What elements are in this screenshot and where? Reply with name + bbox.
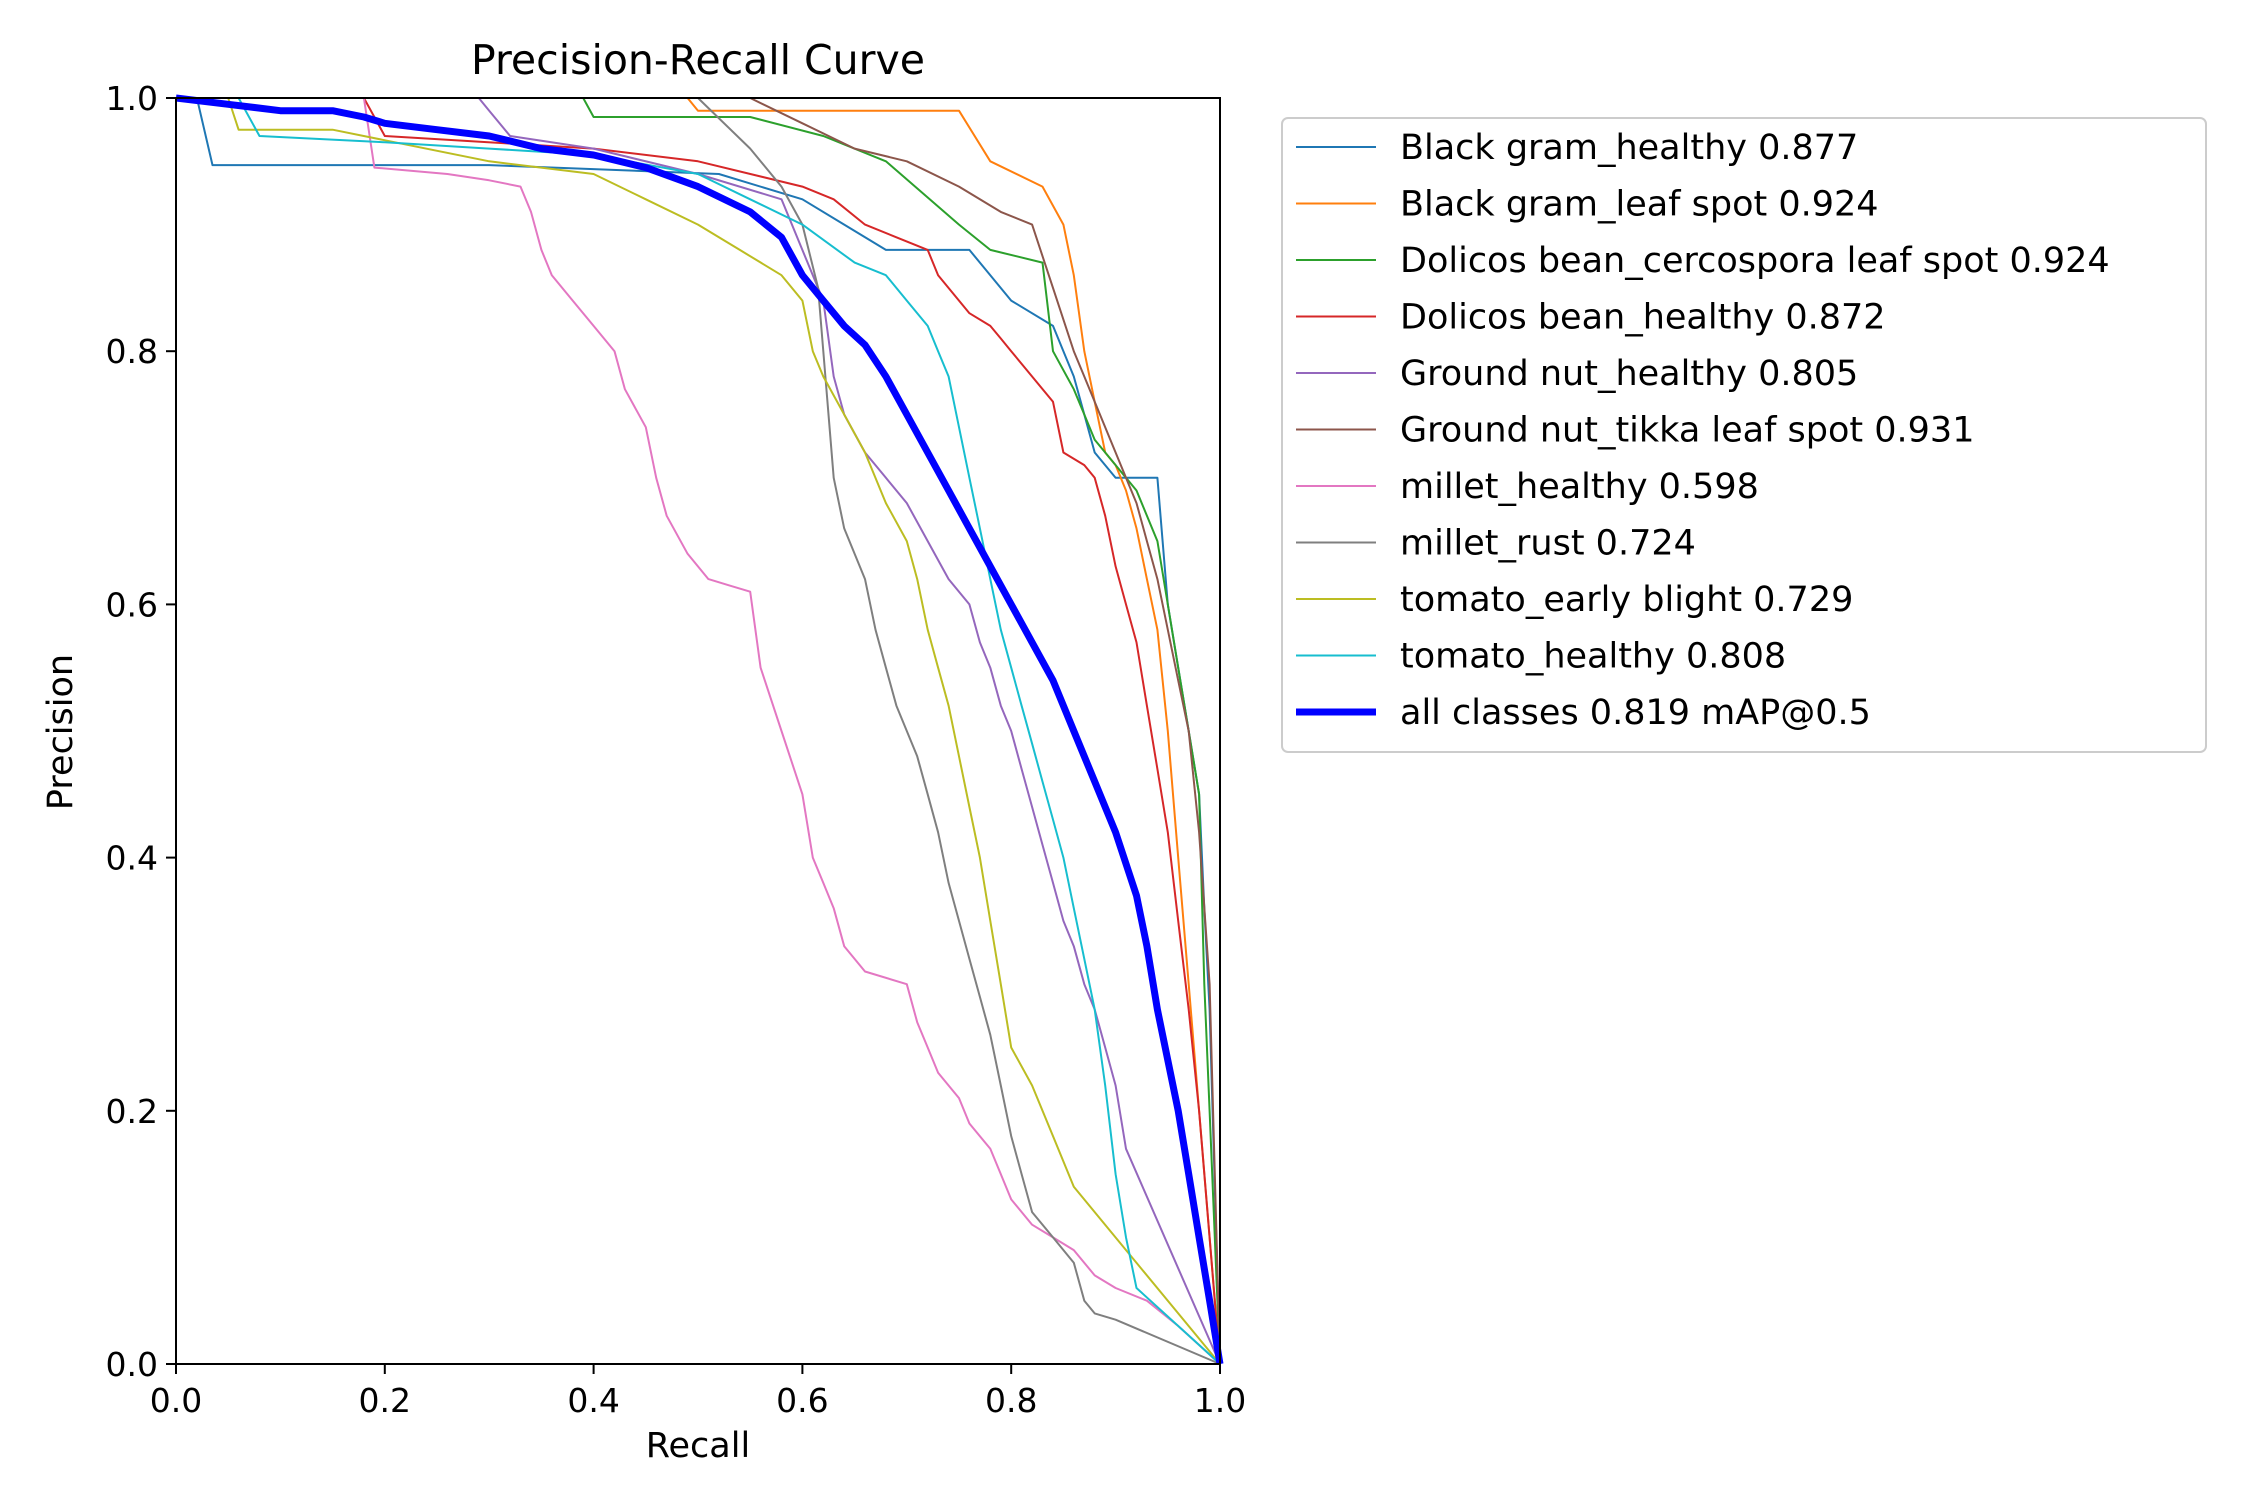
plot-lines (175, 94, 1224, 1365)
plot-frame (175, 97, 1221, 1365)
y-axis-label: Precision (41, 654, 81, 810)
y-tick-label: 0.0 (106, 1345, 158, 1384)
series-line-3 (176, 97, 1221, 1365)
x-tick-label: 0.6 (776, 1381, 828, 1420)
y-ticks: 0.0 0.2 0.4 0.6 0.8 1.0 (106, 79, 176, 1384)
chart-title: Precision-Recall Curve (471, 36, 925, 84)
series-line-6 (176, 97, 1221, 1365)
series-line-0 (176, 97, 1221, 1365)
legend-label-7: millet_rust 0.724 (1400, 524, 1696, 564)
legend: Black gram_healthy 0.877 Black gram_leaf … (1281, 117, 2207, 753)
series-line-8 (176, 97, 1221, 1365)
series-line-7 (176, 97, 1221, 1365)
y-tick-label: 0.2 (106, 1092, 158, 1131)
y-tick-label: 0.4 (106, 839, 158, 878)
x-axis-label: Recall (646, 1426, 750, 1466)
legend-label-1: Black gram_leaf spot 0.924 (1400, 185, 1879, 225)
legend-label-2: Dolicos bean_cercospora leaf spot 0.924 (1400, 241, 2110, 281)
series-line-5 (176, 97, 1221, 1365)
y-tick-label: 0.6 (106, 585, 158, 624)
series-line-2 (176, 97, 1221, 1365)
legend-label-8: tomato_early blight 0.729 (1400, 580, 1853, 620)
series-line-9 (176, 97, 1221, 1365)
y-tick-label: 0.8 (106, 332, 158, 371)
x-tick-label: 0.2 (359, 1381, 411, 1420)
legend-label-3: Dolicos bean_healthy 0.872 (1400, 298, 1886, 338)
x-tick-label: 0.4 (567, 1381, 619, 1420)
y-tick-label: 1.0 (106, 79, 158, 118)
series-line-4 (176, 97, 1221, 1365)
x-tick-label: 0.8 (985, 1381, 1037, 1420)
legend-label-9: tomato_healthy 0.808 (1400, 637, 1786, 677)
legend-label-4: Ground nut_healthy 0.805 (1400, 354, 1858, 394)
series-line-1 (176, 97, 1221, 1365)
legend-box (1281, 117, 2207, 753)
series-line-10 (175, 94, 1224, 1365)
x-tick-label: 1.0 (1194, 1381, 1246, 1420)
legend-label-10: all classes 0.819 mAP@0.5 (1400, 693, 1871, 733)
x-tick-label: 0.0 (150, 1381, 202, 1420)
x-ticks: 0.0 0.2 0.4 0.6 0.8 1.0 (150, 1364, 1246, 1420)
legend-label-0: Black gram_healthy 0.877 (1400, 128, 1858, 168)
legend-label-6: millet_healthy 0.598 (1400, 467, 1759, 507)
legend-label-5: Ground nut_tikka leaf spot 0.931 (1400, 411, 1974, 451)
